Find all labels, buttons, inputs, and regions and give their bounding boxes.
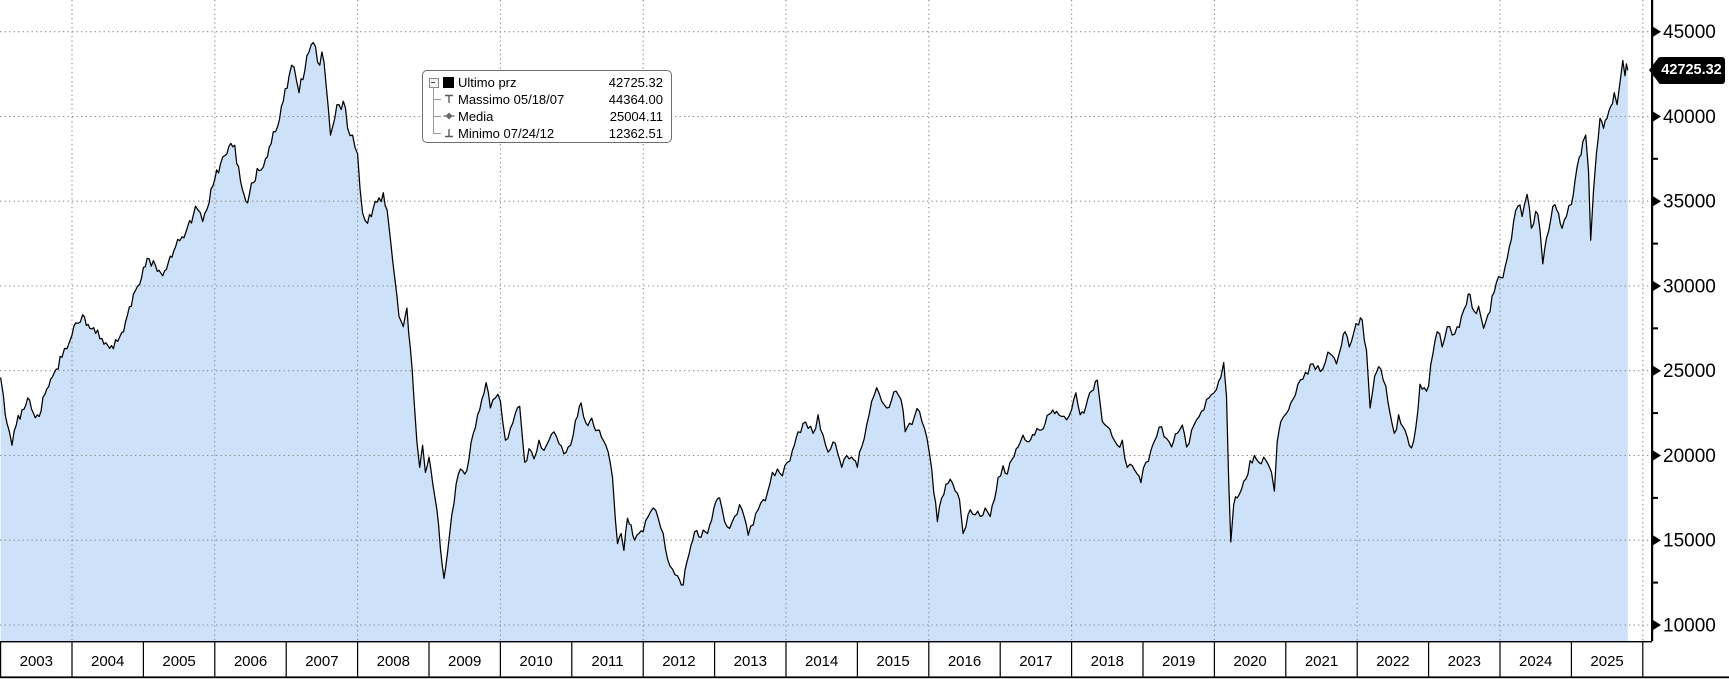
year-separator <box>1570 641 1572 677</box>
y-tick-arrow-icon <box>1653 196 1661 207</box>
x-axis-year-label: 2006 <box>234 653 267 670</box>
x-axis-year-label: 2022 <box>1376 653 1409 670</box>
y-minor-tick <box>1652 412 1658 415</box>
y-tick-arrow-icon <box>1653 535 1661 546</box>
x-axis-year-label: 2016 <box>948 653 981 670</box>
y-axis-label: 10000 <box>1663 616 1716 637</box>
x-axis-year-label: 2008 <box>377 653 410 670</box>
band-bottom-line <box>0 676 1729 679</box>
legend-label-high: Massimo 05/18/07 <box>458 92 565 107</box>
x-axis-year-label: 2010 <box>519 653 552 670</box>
x-axis-year-label: 2007 <box>305 653 338 670</box>
tree-expander-icon[interactable] <box>429 78 439 88</box>
y-axis-line <box>1651 0 1654 641</box>
y-minor-tick <box>1652 581 1658 584</box>
year-separator <box>1642 641 1644 677</box>
year-separator <box>142 641 144 677</box>
x-axis-year-label: 2019 <box>1162 653 1195 670</box>
year-separator <box>642 641 644 677</box>
year-separator <box>1213 641 1215 677</box>
y-axis-label: 40000 <box>1663 107 1716 128</box>
year-separator <box>1428 641 1430 677</box>
price-line <box>0 41 1629 586</box>
legend-label-low: Minimo 07/24/12 <box>458 126 555 141</box>
year-separator <box>1356 641 1358 677</box>
price-area-fill <box>0 42 1628 641</box>
year-separator <box>214 641 216 677</box>
year-separator <box>856 641 858 677</box>
y-tick-arrow-icon <box>1653 620 1661 630</box>
legend-box[interactable]: Ultimo prz 42725.32 Massimo 05/18/07 443… <box>422 70 672 143</box>
year-separator <box>428 641 430 677</box>
legend-value-high: 44364.00 <box>608 92 663 107</box>
y-axis-label: 25000 <box>1663 361 1716 382</box>
x-axis-year-label: 2013 <box>734 653 767 670</box>
y-tick-arrow-icon <box>1653 111 1661 122</box>
x-axis-year-label: 2015 <box>876 653 909 670</box>
year-separator <box>499 641 501 677</box>
year-separator <box>357 641 359 677</box>
y-minor-tick <box>1652 496 1658 499</box>
price-tag-arrow-icon <box>1649 57 1659 84</box>
year-separator <box>1285 641 1287 677</box>
legend-value-last: 42725.32 <box>608 75 663 90</box>
y-axis-label: 45000 <box>1663 22 1716 43</box>
x-axis-year-label: 2021 <box>1305 653 1338 670</box>
y-tick-arrow-icon <box>1653 281 1661 291</box>
legend-label-last: Ultimo prz <box>458 75 517 90</box>
legend-label-mean: Media <box>458 109 494 124</box>
y-axis-label: 15000 <box>1663 531 1716 552</box>
x-axis-year-label: 2018 <box>1091 653 1124 670</box>
year-separator <box>0 641 2 677</box>
x-axis-year-label: 2011 <box>591 653 623 670</box>
y-tick-arrow-icon <box>1653 365 1661 376</box>
x-axis-year-label: 2024 <box>1519 653 1552 670</box>
year-separator <box>1499 641 1501 677</box>
y-axis-label: 20000 <box>1663 446 1716 467</box>
x-axis-year-label: 2025 <box>1590 653 1623 670</box>
x-axis-year-label: 2017 <box>1019 653 1052 670</box>
legend-value-mean: 25004.11 <box>609 109 663 124</box>
year-separator <box>571 641 573 677</box>
y-tick-arrow-icon <box>1653 450 1661 461</box>
last-price-tag: 42725.32 <box>1649 56 1725 84</box>
legend-tree-line <box>433 87 434 133</box>
year-separator <box>71 641 73 677</box>
x-axis-year-label: 2014 <box>805 653 838 670</box>
x-axis-year-label: 2005 <box>162 653 195 670</box>
year-separator <box>285 641 287 677</box>
y-minor-tick <box>1652 327 1658 330</box>
year-separator <box>714 641 716 677</box>
y-minor-tick <box>1652 242 1658 245</box>
series-swatch-icon <box>443 77 454 88</box>
x-axis-year-label: 2004 <box>91 653 124 670</box>
year-separator <box>928 641 930 677</box>
high-tick-icon <box>445 94 453 103</box>
year-separator <box>1142 641 1144 677</box>
last-price-value: 42725.32 <box>1658 56 1725 84</box>
x-axis-year-label: 2009 <box>448 653 481 670</box>
y-axis-label: 35000 <box>1663 192 1716 213</box>
year-separator <box>785 641 787 677</box>
x-axis-year-label: 2003 <box>20 653 53 670</box>
x-axis-year-label: 2023 <box>1448 653 1481 670</box>
x-axis-line <box>0 641 1652 643</box>
x-axis-year-label: 2012 <box>662 653 695 670</box>
legend-value-low: 12362.51 <box>608 126 663 141</box>
y-minor-tick <box>1652 157 1658 160</box>
y-axis-label: 30000 <box>1663 277 1716 298</box>
year-separator <box>999 641 1001 677</box>
x-axis-year-label: 2020 <box>1233 653 1266 670</box>
mean-diamond-icon <box>443 112 455 120</box>
y-tick-arrow-icon <box>1653 26 1661 37</box>
low-tick-icon <box>445 129 453 138</box>
year-separator <box>1071 641 1073 677</box>
